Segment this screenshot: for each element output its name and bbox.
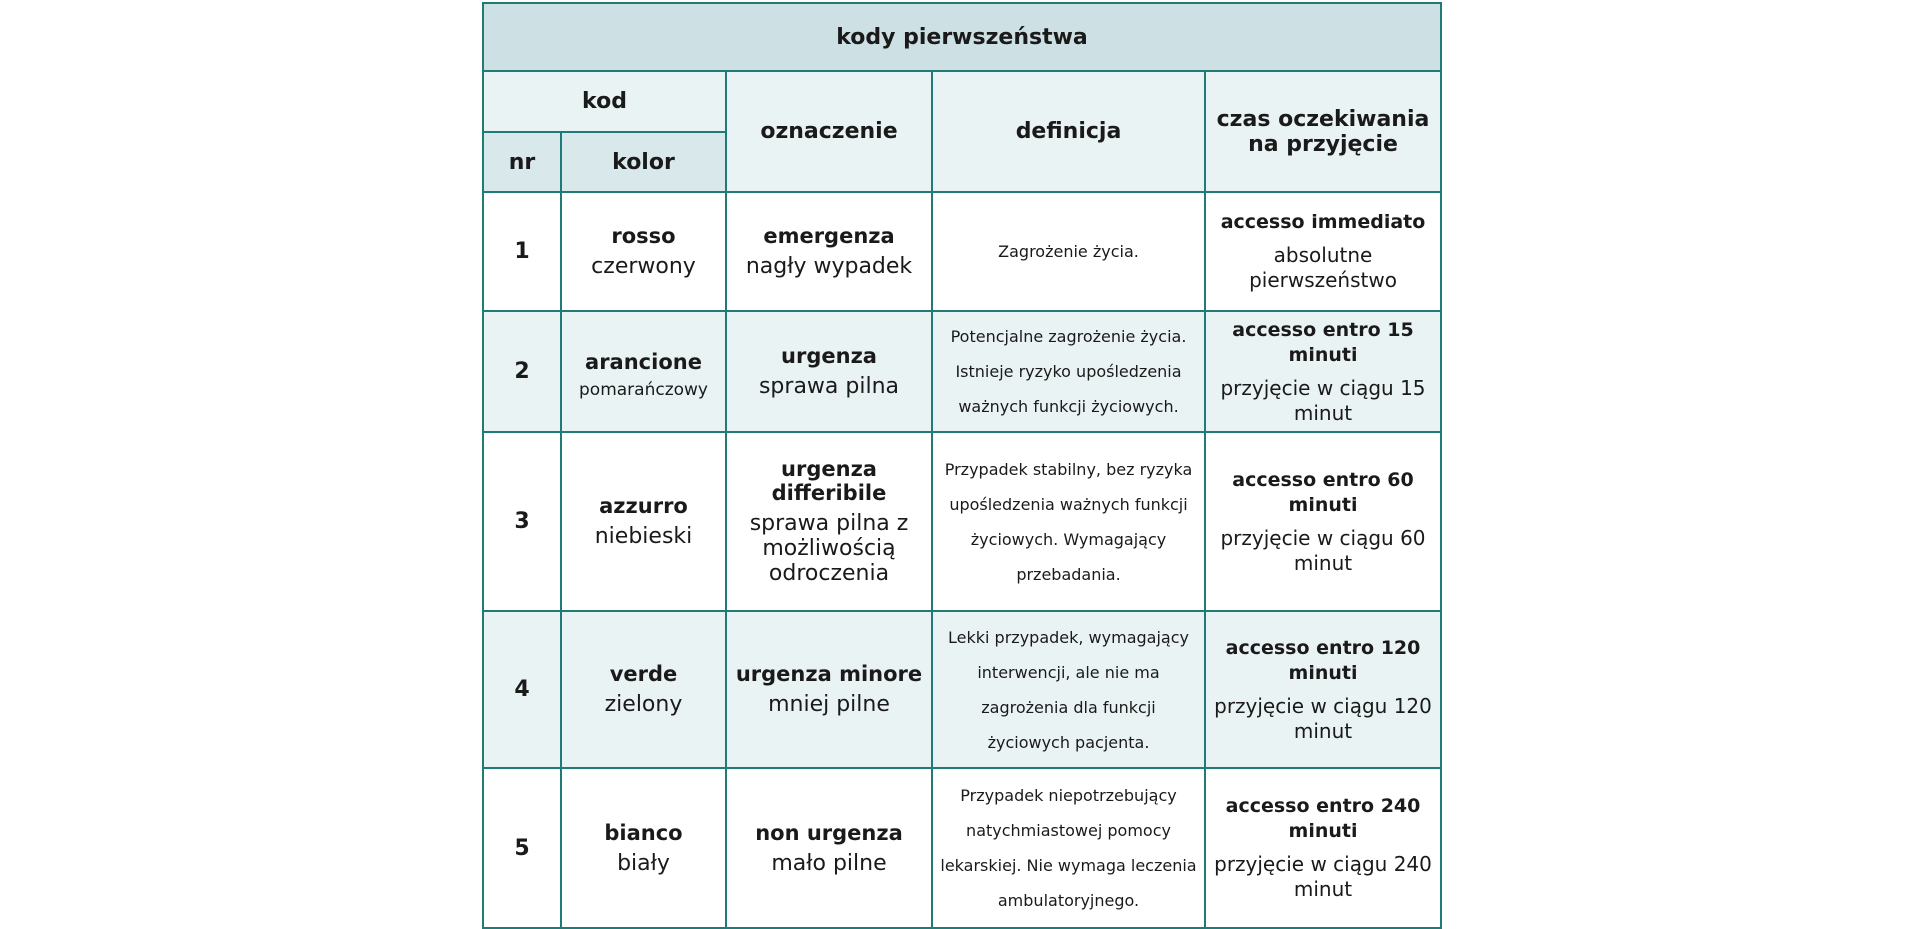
cell-kolor: azzurro niebieski (560, 431, 727, 612)
cell-oznaczenie: urgenza differibile sprawa pilna z możliw… (725, 431, 933, 612)
kolor-polish: czerwony (591, 254, 696, 279)
table-row: 3 azzurro niebieski urgenza differibile spra… (482, 431, 1443, 612)
definicja-text: Zagrożenie życia. (998, 242, 1139, 261)
nr-value: 3 (514, 509, 530, 534)
cell-czas: accesso entro 240 minuti przyjęcie w ciąg… (1203, 767, 1443, 929)
cell-kolor: bianco biały (560, 767, 727, 929)
oznaczenie-italian: urgenza (781, 344, 877, 368)
czas-polish: przyjęcie w ciągu 240 minut (1214, 852, 1432, 901)
definicja-text: Lekki przypadek, wymagający interwencji,… (948, 627, 1189, 752)
czas-italian: accesso entro 240 minuti (1225, 795, 1421, 842)
table-title: kody pierwszeństwa (481, 2, 1443, 72)
header-czas: czas oczekiwania na przyjęcie (1203, 70, 1443, 193)
cell-oznaczenie: urgenza sprawa pilna (725, 310, 933, 433)
definicja-text: Przypadek stabilny, bez ryzyka upośledze… (944, 459, 1193, 584)
header-kolor: kolor (560, 131, 727, 193)
kolor-polish: pomarańczowy (579, 379, 708, 400)
priority-codes-table: kody pierwszeństwa kod oznaczenie defini… (481, 2, 1443, 929)
oznaczenie-polish: sprawa pilna z możliwością odroczenia (749, 511, 909, 586)
kolor-polish: zielony (604, 692, 683, 717)
cell-nr: 3 (482, 431, 562, 612)
cell-kolor: verde zielony (560, 610, 727, 769)
kolor-polish: biały (617, 850, 670, 876)
kolor-italian: rosso (611, 224, 676, 248)
cell-czas: accesso entro 15 minuti przyjęcie w ciągu… (1203, 310, 1443, 433)
nr-value: 5 (514, 835, 530, 861)
czas-italian: accesso entro 15 minuti (1232, 318, 1414, 366)
czas-polish: przyjęcie w ciągu 15 minut (1220, 375, 1426, 425)
cell-nr: 2 (482, 310, 562, 433)
czas-polish: przyjęcie w ciągu 120 minut (1214, 693, 1432, 743)
cell-oznaczenie: emergenza nagły wypadek (725, 191, 933, 312)
cell-definicja: Lekki przypadek, wymagający interwencji,… (931, 610, 1206, 769)
table-row: 1 rosso czerwony emergenza nagły wypadek Zagr… (482, 191, 1443, 312)
cell-czas: accesso immediato absolutne pierwszeństwo (1203, 191, 1443, 312)
table-row: 4 verde zielony urgenza minore mniej pilne Le… (482, 610, 1443, 769)
nr-value: 1 (514, 239, 530, 264)
kolor-polish: niebieski (594, 524, 693, 549)
cell-definicja: Zagrożenie życia. (931, 191, 1206, 312)
oznaczenie-polish: nagły wypadek (745, 254, 913, 279)
header-nr: nr (482, 131, 562, 193)
czas-italian: accesso immediato (1220, 211, 1426, 233)
kolor-italian: verde (609, 662, 678, 686)
oznaczenie-polish: mniej pilne (768, 692, 890, 717)
oznaczenie-italian: emergenza (763, 224, 895, 248)
kolor-italian: azzurro (599, 494, 688, 518)
table-row: 5 bianco biały non urgenza mało pilne Przypad… (482, 767, 1443, 929)
header-oznaczenie: oznaczenie (725, 70, 933, 193)
cell-kolor: rosso czerwony (560, 191, 727, 312)
cell-oznaczenie: non urgenza mało pilne (725, 767, 933, 929)
cell-oznaczenie: urgenza minore mniej pilne (725, 610, 933, 769)
nr-value: 4 (514, 677, 530, 702)
cell-nr: 4 (482, 610, 562, 769)
cell-kolor: arancione pomarańczowy (560, 310, 727, 433)
cell-nr: 5 (482, 767, 562, 929)
header-kod: kod (482, 70, 727, 133)
nr-value: 2 (514, 359, 530, 384)
oznaczenie-polish: mało pilne (771, 850, 887, 876)
cell-definicja: Potencjalne zagrożenie życia. Istnieje r… (931, 310, 1206, 433)
kolor-italian: arancione (585, 349, 702, 374)
oznaczenie-polish: sprawa pilna (758, 374, 900, 399)
header-definicja: definicja (931, 70, 1206, 193)
cell-definicja: Przypadek niepotrzebujący natychmiastowe… (931, 767, 1206, 929)
table-row: 2 arancione pomarańczowy urgenza sprawa piln… (482, 310, 1443, 433)
czas-italian: accesso entro 120 minuti (1225, 636, 1421, 684)
oznaczenie-italian: urgenza minore (735, 662, 923, 686)
cell-czas: accesso entro 120 minuti przyjęcie w ciąg… (1203, 610, 1443, 769)
cell-definicja: Przypadek stabilny, bez ryzyka upośledze… (931, 431, 1206, 612)
czas-polish: absolutne pierwszeństwo (1249, 243, 1397, 292)
czas-italian: accesso entro 60 minuti (1232, 468, 1414, 516)
definicja-text: Przypadek niepotrzebujący natychmiastowe… (940, 786, 1197, 910)
cell-nr: 1 (482, 191, 562, 312)
oznaczenie-italian: non urgenza (755, 820, 903, 845)
czas-polish: przyjęcie w ciągu 60 minut (1220, 525, 1426, 575)
cell-czas: accesso entro 60 minuti przyjęcie w ciągu… (1203, 431, 1443, 612)
oznaczenie-italian: urgenza differibile (771, 457, 887, 505)
definicja-text: Potencjalne zagrożenie życia. Istnieje r… (950, 327, 1187, 416)
kolor-italian: bianco (604, 820, 683, 845)
